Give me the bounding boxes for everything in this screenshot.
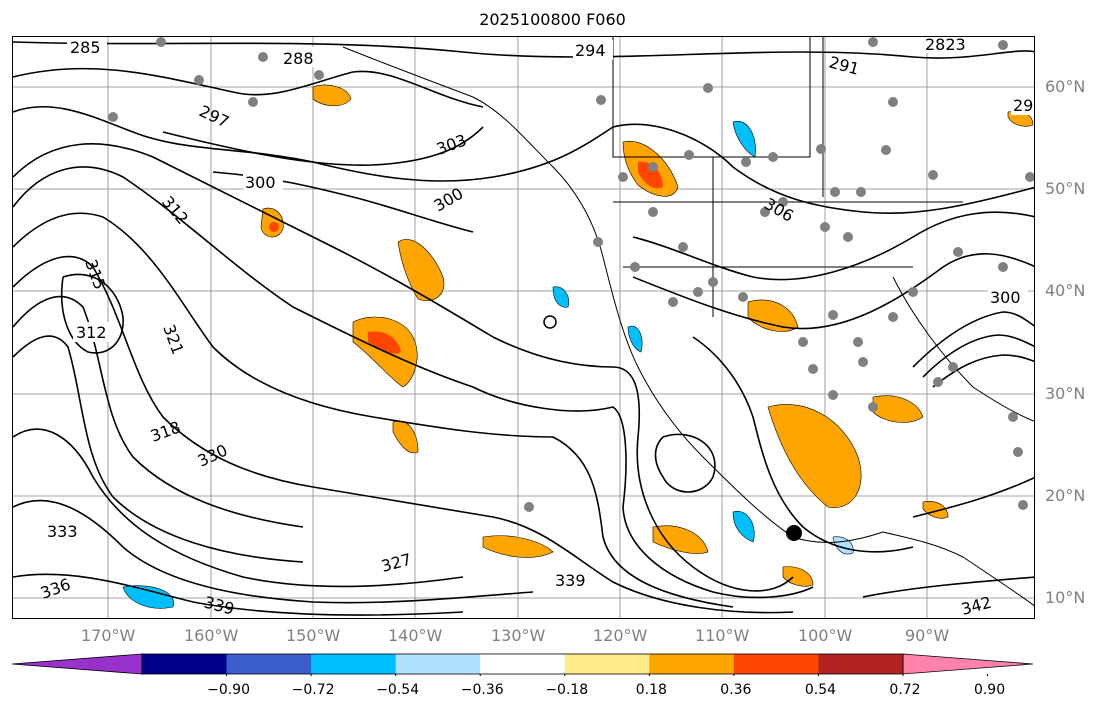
colorbar-segments [12, 653, 1034, 676]
lon-label-170w: 170°W [81, 626, 136, 645]
contour-label: 312 [158, 192, 192, 228]
contour-label: 342 [959, 593, 993, 619]
colorbar-tick-label: 0.90 [973, 682, 1006, 698]
lat-label-50n: 50°N [1045, 179, 1086, 198]
contour-label: 291 [827, 53, 861, 79]
station-markers [108, 37, 1034, 512]
colorbar-tick-label: −0.54 [376, 682, 420, 698]
contour-label: 303 [434, 130, 469, 158]
colorbar-tick-label: −0.72 [291, 682, 335, 698]
contour-label: 297 [196, 101, 232, 131]
colorbar-tick-label: 0.18 [635, 682, 667, 698]
colorbar-tick-label: −0.36 [460, 682, 504, 698]
map-title: 2025100800 F060 [479, 10, 626, 29]
closed-contour [543, 315, 557, 329]
contour-label: 339 [202, 593, 236, 619]
colorbar-extend-low [12, 653, 143, 675]
contour-label: 315 [81, 257, 109, 292]
colorbar-segment [226, 654, 312, 674]
lon-label-140w: 140°W [388, 626, 443, 645]
contour-label: 300 [990, 288, 1021, 307]
lon-label-120w: 120°W [593, 626, 648, 645]
lon-label-130w: 130°W [491, 626, 546, 645]
lon-label-160w: 160°W [184, 626, 239, 645]
colorbar-tick-label: −0.90 [207, 682, 250, 698]
lat-label-10n: 10°N [1045, 588, 1086, 607]
colorbar-segment [142, 654, 228, 674]
contour-label: 321 [159, 322, 187, 357]
contour-label: 318 [148, 417, 183, 445]
colorbar-segment [733, 654, 819, 674]
contour-label: 294 [575, 41, 606, 60]
coastlines [342, 37, 1034, 607]
colorbar [12, 653, 1034, 676]
contour-label: 333 [47, 522, 78, 541]
colorbar-segment [311, 654, 397, 674]
contour-label: 300 [431, 184, 467, 216]
colorbar-tick-label: 0.72 [889, 682, 921, 698]
colorbar-segment [818, 654, 904, 674]
contour-label: 285 [70, 38, 101, 57]
colorbar-segment [649, 654, 735, 674]
colorbar-tick-label: −0.18 [545, 682, 589, 698]
lon-label-110w: 110°W [695, 626, 750, 645]
contour-label: 29 [1013, 96, 1033, 115]
colorbar-segment [564, 654, 650, 674]
lon-label-100w: 100°W [798, 626, 853, 645]
contour-label: 327 [379, 550, 413, 576]
lat-label-40n: 40°N [1045, 281, 1086, 300]
lon-label-150w: 150°W [286, 626, 341, 645]
map-frame: 285 288 294 291 2823 297 300 303 300 306… [12, 36, 1035, 619]
colorbar-segment [480, 654, 566, 674]
contour-label: 300 [245, 173, 276, 192]
storm-center-marker [786, 525, 802, 541]
colorbar-extend-high [902, 653, 1034, 675]
shaded-fields [122, 84, 1034, 609]
contour-label: 288 [283, 49, 314, 68]
contour-label: 312 [76, 323, 107, 342]
colorbar-tick-label: 0.36 [720, 682, 752, 698]
contour-label: 330 [195, 440, 231, 470]
lon-label-90w: 90°W [905, 626, 950, 645]
colorbar-outline [141, 653, 904, 675]
contour-label: 2823 [925, 37, 966, 54]
colorbar-tick-label: 0.54 [804, 682, 837, 698]
contours [13, 41, 1034, 616]
contour-label: 336 [38, 574, 73, 602]
colorbar-segment [395, 654, 481, 674]
graticule [13, 37, 1034, 618]
lat-label-60n: 60°N [1045, 77, 1086, 96]
contour-label: 339 [555, 571, 586, 590]
lat-label-20n: 20°N [1045, 486, 1086, 505]
map-canvas: 285 288 294 291 2823 297 300 303 300 306… [13, 37, 1034, 619]
lat-label-30n: 30°N [1045, 384, 1086, 403]
